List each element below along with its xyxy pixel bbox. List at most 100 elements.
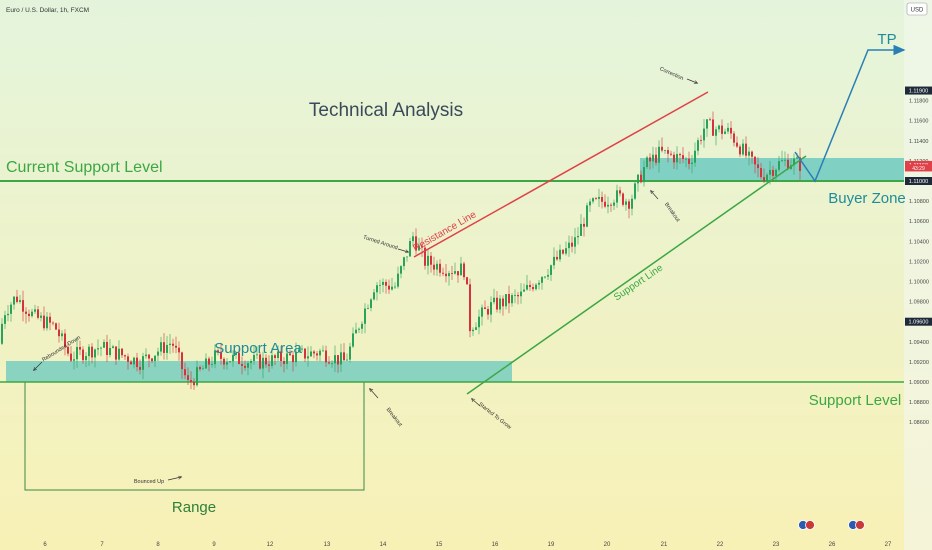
time-tick-label: 26 — [829, 542, 836, 548]
candle-body — [55, 323, 57, 330]
candle-body — [742, 143, 744, 155]
candle-body — [127, 356, 129, 362]
us-flag-icon[interactable] — [805, 520, 815, 530]
candle-body — [328, 362, 330, 364]
time-tick-label: 12 — [267, 542, 274, 548]
candle-body — [292, 355, 294, 363]
candle-body — [526, 284, 528, 290]
time-tick-label: 22 — [717, 542, 724, 548]
price-axis[interactable]: 1.118001.116001.114001.112001.110001.108… — [909, 99, 929, 427]
candle-body — [688, 158, 690, 164]
candle-body — [571, 242, 573, 247]
buyer-zone-label: Buyer Zone — [828, 190, 906, 207]
bounced-up-pointer — [167, 477, 181, 481]
candle-body — [211, 364, 213, 365]
candle-body — [331, 363, 333, 365]
current-support-level-label: Current Support Level — [6, 159, 163, 176]
candle-body — [139, 367, 141, 370]
candle-body — [40, 315, 42, 318]
time-tick-label: 19 — [548, 542, 555, 548]
candle-body — [796, 157, 798, 159]
candle-body — [61, 333, 63, 337]
price-badge-bg — [905, 86, 932, 95]
time-tick-label: 23 — [773, 542, 780, 548]
candle-body — [646, 157, 648, 167]
candle-body — [130, 361, 132, 365]
candle-body — [376, 285, 378, 293]
candle-body — [469, 284, 471, 332]
candle-body — [19, 300, 21, 302]
candle-body — [379, 284, 381, 286]
candle-body — [565, 248, 567, 254]
time-tick-label: 20 — [604, 542, 611, 548]
currency-badge[interactable] — [906, 2, 928, 16]
candle-body — [226, 362, 228, 365]
candle-body — [310, 351, 312, 357]
candle-body — [352, 333, 354, 347]
candle-body — [82, 349, 84, 361]
candle-body — [694, 150, 696, 163]
candle-body — [562, 249, 564, 254]
support-line — [466, 155, 807, 395]
candle-body — [508, 294, 510, 304]
breakout-pointer-1 — [370, 389, 379, 399]
candle-body — [784, 159, 786, 161]
started-to-grow-pointer — [472, 399, 481, 407]
candle-body — [718, 125, 720, 130]
candle-body — [175, 345, 177, 348]
candle-body — [367, 307, 369, 309]
candle-body — [262, 357, 264, 369]
price-tick-label: 1.09400 — [909, 340, 929, 346]
candle-body — [373, 292, 375, 300]
candle-body — [616, 190, 618, 203]
time-tick-label: 8 — [156, 542, 160, 548]
price-tick-label: 1.10200 — [909, 259, 929, 265]
event-flag-icons[interactable] — [798, 520, 865, 530]
candle-body — [619, 190, 621, 194]
candle-body — [613, 202, 615, 206]
candle-body — [532, 287, 534, 290]
candle-body — [739, 146, 741, 155]
candle-body — [46, 316, 48, 329]
tp-label: TP — [877, 31, 896, 48]
candle-body — [550, 265, 552, 275]
candle-body — [622, 193, 624, 205]
candle-body — [634, 183, 636, 199]
bounced-up-note: Bounced Up — [134, 479, 164, 485]
candle-body — [67, 346, 69, 354]
candle-body — [598, 196, 600, 199]
candle-body — [637, 174, 639, 184]
candle-body — [124, 355, 126, 357]
candle-body — [715, 129, 717, 136]
candle-body — [547, 274, 549, 277]
candle-body — [208, 358, 210, 365]
candle-body — [355, 329, 357, 334]
time-tick-label: 16 — [492, 542, 499, 548]
us-flag-icon-2[interactable] — [855, 520, 865, 530]
candle-body — [661, 146, 663, 151]
candle-body — [241, 364, 243, 366]
candle-body — [430, 255, 432, 265]
candle-body — [538, 282, 540, 285]
candle-body — [772, 169, 774, 176]
time-axis[interactable]: 6 7 8 9 12 13 14 15 16 19 20 21 22 23 26 27 — [43, 542, 892, 548]
candle-body — [484, 307, 486, 309]
candle-body — [496, 297, 498, 310]
candle-body — [370, 299, 372, 308]
candle-body — [64, 333, 66, 347]
candle-body — [22, 300, 24, 312]
candle-body — [250, 361, 252, 364]
candle-body — [592, 198, 594, 202]
candle-body — [187, 375, 189, 380]
candle-body — [445, 273, 447, 277]
candle-body — [7, 313, 9, 316]
candle-body — [640, 174, 642, 183]
candle-body — [712, 119, 714, 136]
price-badge-bg — [905, 317, 932, 326]
price-badge-text: 1.11900 — [909, 89, 928, 95]
candle-body — [415, 236, 417, 251]
candle-body — [43, 315, 45, 329]
candle-body — [523, 289, 525, 292]
price-tick-label: 1.08600 — [909, 420, 929, 426]
